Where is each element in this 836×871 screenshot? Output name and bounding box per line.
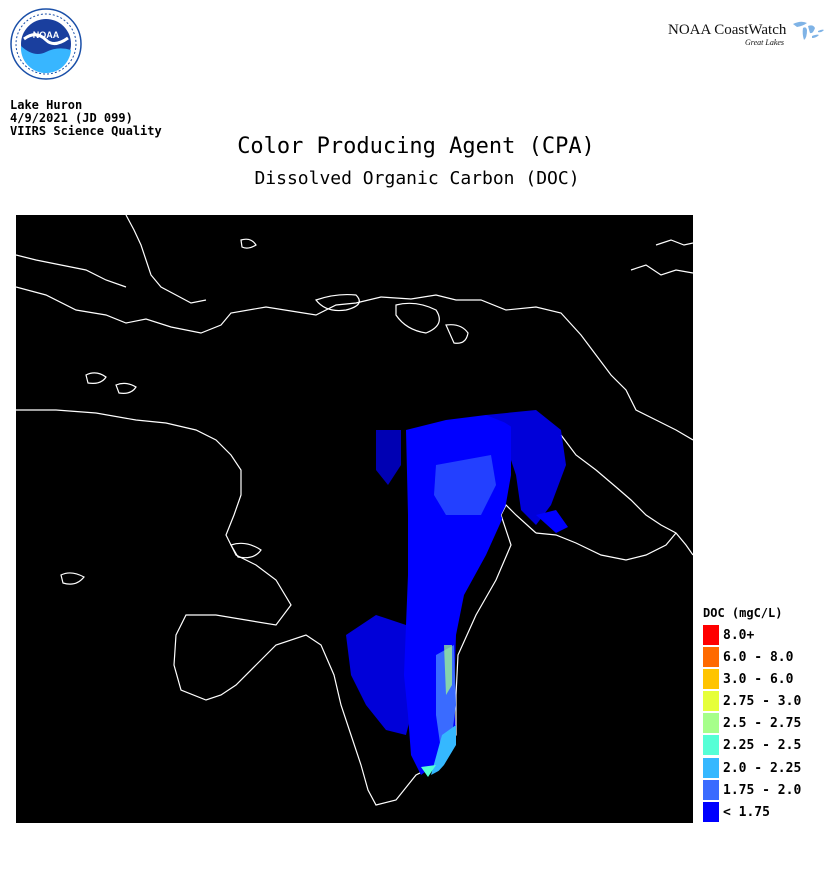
- legend-swatch: [703, 779, 719, 800]
- brand-subtitle: Great Lakes: [745, 38, 785, 47]
- legend-label: 2.75 - 3.0: [723, 694, 802, 710]
- image-date: 4/9/2021 (JD 099): [10, 111, 133, 125]
- legend-swatch: [703, 801, 719, 822]
- legend-label: 2.0 - 2.25: [723, 760, 802, 776]
- legend-swatch: [703, 669, 719, 690]
- image-metadata: Lake Huron 4/9/2021 (JD 099) VIIRS Scien…: [10, 99, 162, 138]
- lake-name: Lake Huron: [10, 98, 83, 112]
- page-title: Color Producing Agent (CPA): [237, 134, 595, 159]
- georgian-bay-data: [486, 410, 568, 533]
- legend-label: 6.0 - 8.0: [723, 650, 794, 666]
- legend-label: 1.75 - 2.0: [723, 782, 802, 798]
- legend-swatch: [703, 647, 719, 668]
- great-lakes-icon: [793, 21, 824, 40]
- data-quality: VIIRS Science Quality: [10, 124, 162, 138]
- legend-swatch: [703, 691, 719, 712]
- brand-name: NOAA CoastWatch: [668, 22, 787, 38]
- legend-label: 2.5 - 2.75: [723, 716, 802, 732]
- logo-text: NOAA: [33, 30, 60, 40]
- legend-label: 8.0+: [723, 628, 755, 643]
- legend-swatch: [703, 757, 719, 778]
- doc-data-layer: [346, 415, 511, 777]
- legend-title: DOC (mgC/L): [703, 606, 783, 620]
- legend-swatch: [703, 713, 719, 734]
- legend-label: 2.25 - 2.5: [723, 738, 802, 754]
- legend-swatch: [703, 735, 719, 756]
- legend-swatch: [703, 625, 719, 645]
- coastline: [15, 214, 694, 806]
- legend-label: 3.0 - 6.0: [723, 672, 794, 688]
- map-panel: [15, 214, 694, 823]
- noaa-logo: NOAA: [10, 8, 82, 80]
- legend-label: < 1.75: [723, 804, 770, 820]
- coastwatch-brand: NOAA CoastWatch Great Lakes: [668, 20, 828, 50]
- page-subtitle: Dissolved Organic Carbon (DOC): [254, 168, 580, 189]
- doc-map: [15, 214, 694, 806]
